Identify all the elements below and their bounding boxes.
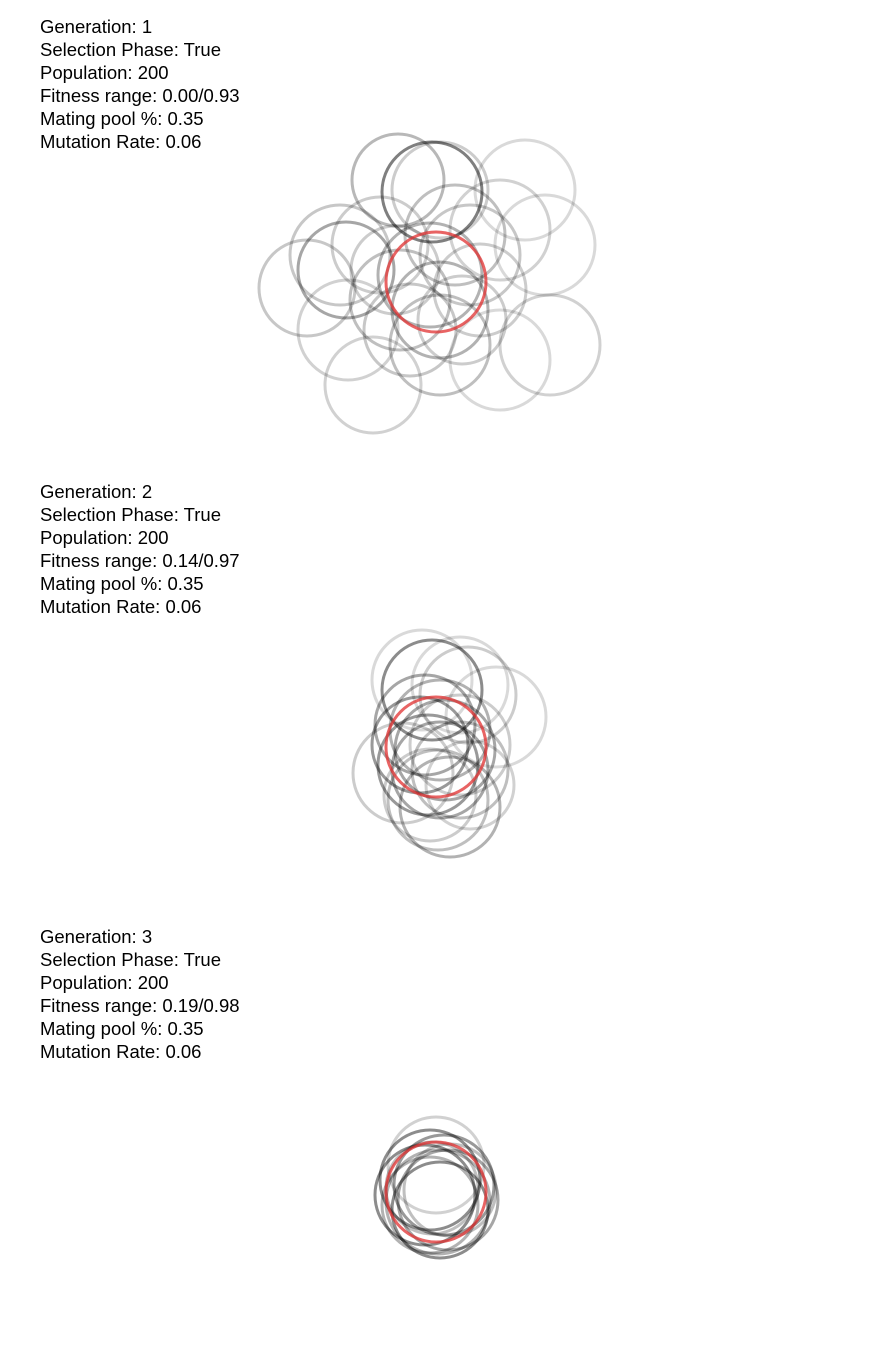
candidate-circle bbox=[390, 140, 490, 240]
candidate-circle bbox=[350, 132, 446, 228]
candidate-circle bbox=[448, 308, 552, 412]
candidate-circle bbox=[323, 335, 423, 435]
selection-phase-stat: Selection Phase: True bbox=[40, 39, 222, 60]
candidate-circle bbox=[373, 1143, 477, 1247]
candidate-circle bbox=[424, 739, 516, 831]
candidate-circle bbox=[410, 635, 510, 735]
candidate-circle bbox=[376, 221, 484, 329]
fitness-range-stat: Fitness range: 0.00/0.93 bbox=[40, 85, 240, 106]
candidate-circle bbox=[380, 1155, 480, 1255]
candidate-circle bbox=[493, 193, 597, 297]
candidate-circle bbox=[390, 260, 490, 360]
generation-panel-1: Generation: 1 Selection Phase: True Popu… bbox=[0, 0, 869, 445]
candidate-circle bbox=[370, 628, 474, 732]
candidate-circle bbox=[362, 282, 458, 378]
candidate-circle bbox=[393, 698, 497, 802]
candidate-circle bbox=[398, 755, 502, 859]
candidate-circle bbox=[386, 748, 490, 852]
candidate-circle bbox=[448, 178, 552, 282]
candidate-circle bbox=[296, 278, 400, 382]
candidate-circle bbox=[288, 203, 392, 307]
generation-stat: Generation: 2 bbox=[40, 481, 153, 502]
candidate-circle bbox=[410, 720, 510, 820]
mating-pool-stat: Mating pool %: 0.35 bbox=[40, 108, 204, 129]
candidate-circle bbox=[382, 747, 478, 843]
candidate-circle bbox=[380, 140, 484, 244]
candidate-circle bbox=[416, 274, 508, 366]
candidate-circle bbox=[432, 242, 528, 338]
candidate-circle bbox=[373, 673, 477, 777]
selection-phase-stat: Selection Phase: True bbox=[40, 949, 222, 970]
fitness-range-stat: Fitness range: 0.19/0.98 bbox=[40, 995, 240, 1016]
candidate-circle bbox=[403, 183, 507, 287]
selection-phase-stat: Selection Phase: True bbox=[40, 504, 222, 525]
population-stat: Population: 200 bbox=[40, 972, 169, 993]
mating-pool-stat: Mating pool %: 0.35 bbox=[40, 573, 204, 594]
target-circle bbox=[384, 1140, 488, 1244]
mutation-rate-stat: Mutation Rate: 0.06 bbox=[40, 596, 202, 617]
target-circle bbox=[384, 230, 488, 334]
candidate-circle bbox=[444, 665, 548, 769]
candidate-circle bbox=[257, 238, 357, 338]
candidate-circle bbox=[378, 1128, 482, 1232]
candidate-circle bbox=[408, 693, 512, 797]
stats-block: Generation: 3 Selection Phase: True Popu… bbox=[40, 925, 240, 1063]
candidate-circle bbox=[498, 293, 602, 397]
candidate-circle bbox=[418, 203, 522, 307]
fitness-range-stat: Fitness range: 0.14/0.97 bbox=[40, 550, 240, 571]
generation-panel-3: Generation: 3 Selection Phase: True Popu… bbox=[0, 910, 869, 1355]
candidate-circle bbox=[376, 713, 480, 817]
population-circles bbox=[257, 132, 602, 435]
candidate-circle bbox=[388, 293, 492, 397]
candidate-circle bbox=[348, 248, 452, 352]
mutation-rate-stat: Mutation Rate: 0.06 bbox=[40, 1041, 202, 1062]
target-circle bbox=[384, 695, 488, 799]
candidate-circle bbox=[351, 721, 455, 825]
population-circles bbox=[373, 1115, 500, 1260]
candidate-circle bbox=[396, 1148, 500, 1252]
candidate-circle bbox=[296, 220, 396, 320]
generation-panel-2: Generation: 2 Selection Phase: True Popu… bbox=[0, 465, 869, 910]
candidate-circle bbox=[473, 138, 577, 242]
candidate-circle bbox=[418, 645, 518, 745]
candidate-circles bbox=[351, 628, 548, 859]
candidate-circle bbox=[392, 1133, 496, 1237]
candidate-circles bbox=[373, 1115, 500, 1260]
mating-pool-stat: Mating pool %: 0.35 bbox=[40, 1018, 204, 1039]
population-circles bbox=[351, 628, 548, 859]
generation-stat: Generation: 1 bbox=[40, 16, 153, 37]
candidate-circle bbox=[380, 638, 484, 742]
candidate-circle bbox=[330, 195, 430, 295]
candidate-circle bbox=[349, 224, 441, 316]
population-stat: Population: 200 bbox=[40, 62, 169, 83]
candidate-circle bbox=[386, 1115, 486, 1215]
candidate-circles bbox=[257, 132, 602, 435]
stats-block: Generation: 2 Selection Phase: True Popu… bbox=[40, 480, 240, 618]
mutation-rate-stat: Mutation Rate: 0.06 bbox=[40, 131, 202, 152]
population-stat: Population: 200 bbox=[40, 527, 169, 548]
generation-stat: Generation: 3 bbox=[40, 926, 153, 947]
stats-block: Generation: 1 Selection Phase: True Popu… bbox=[40, 15, 240, 153]
candidate-circle bbox=[390, 1160, 490, 1260]
